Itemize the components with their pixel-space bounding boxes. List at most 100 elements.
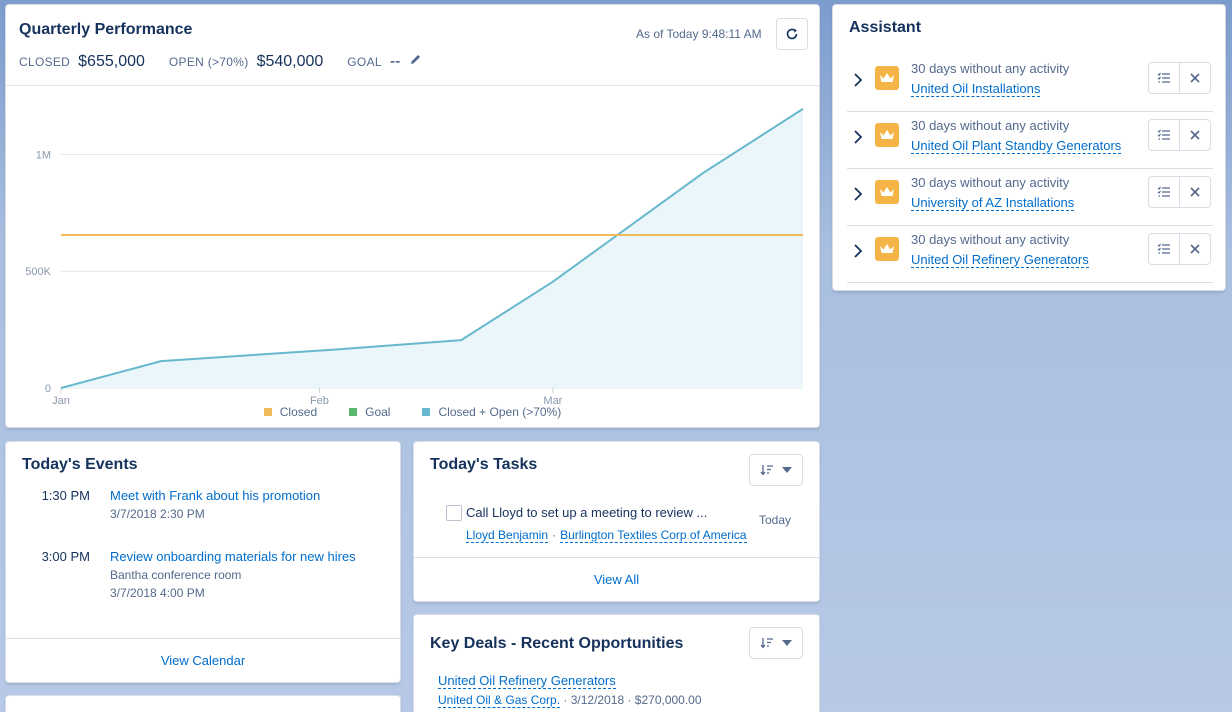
task-checkbox[interactable] (446, 505, 462, 521)
view-calendar-link[interactable]: View Calendar (160, 653, 246, 668)
chart-legend: Closed Goal Closed + Open (>70%) (6, 405, 819, 419)
legend-item: Closed + Open (>70%) (422, 405, 561, 419)
sort-icon (760, 465, 773, 476)
legend-item: Goal (349, 405, 390, 419)
goal-label: GOAL (347, 55, 382, 69)
deals-sort-dropdown[interactable] (749, 627, 803, 659)
dismiss-button[interactable] (1179, 120, 1210, 150)
assistant-item: 30 days without any activity United Oil I… (847, 55, 1213, 112)
metrics-bar: CLOSED $655,000 OPEN (>70%) $540,000 GOA… (19, 53, 422, 71)
assistant-item: 30 days without any activity University o… (847, 169, 1213, 226)
view-all-link[interactable]: View All (593, 572, 640, 587)
chevron-down-icon (782, 640, 792, 646)
event-title-link[interactable]: Meet with Frank about his promotion (110, 488, 321, 503)
chevron-right-icon[interactable] (853, 130, 863, 149)
series-line-closed-open (60, 108, 804, 389)
divider (6, 638, 400, 639)
legend-label: Closed (279, 405, 318, 419)
dismiss-button[interactable] (1179, 63, 1210, 93)
dismiss-button[interactable] (1179, 177, 1210, 207)
separator: · (624, 693, 635, 707)
legend-label: Goal (365, 405, 391, 419)
task-list-icon (1157, 72, 1170, 83)
event-title-link[interactable]: Review onboarding materials for new hire… (110, 549, 356, 564)
separator: · (552, 528, 557, 542)
legend-swatch (422, 408, 431, 416)
assistant-item: 30 days without any activity United Oil P… (847, 112, 1213, 169)
task-account-link[interactable]: Burlington Textiles Corp of America (560, 528, 747, 543)
assistant-item: 30 days without any activity United Oil R… (847, 226, 1213, 283)
chevron-down-icon (782, 467, 792, 473)
next-card (5, 695, 401, 712)
chevron-right-icon[interactable] (853, 244, 863, 263)
deal-title-link[interactable]: United Oil Refinery Generators (438, 673, 616, 689)
open-value: $540,000 (256, 53, 324, 70)
close-icon (1190, 130, 1200, 140)
quarterly-performance-title: Quarterly Performance (19, 21, 193, 38)
chevron-right-icon[interactable] (853, 187, 863, 206)
close-icon (1190, 187, 1200, 197)
chevron-right-icon[interactable] (853, 73, 863, 92)
x-tick-label: Jan (52, 395, 70, 407)
closed-value: $655,000 (78, 53, 145, 70)
assistant-item-text: 30 days without any activity (911, 61, 1070, 76)
refresh-icon (786, 28, 798, 40)
separator: · (563, 693, 571, 707)
event-end-time: 3/7/2018 2:30 PM (110, 507, 205, 521)
assistant-item-link[interactable]: United Oil Plant Standby Generators (911, 138, 1122, 154)
refresh-button[interactable] (776, 18, 808, 50)
x-tick-label: Feb (310, 395, 329, 407)
legend-swatch (349, 408, 358, 416)
edit-goal-button[interactable] (409, 53, 422, 71)
task-list-icon (1157, 129, 1170, 140)
quarterly-chart: 0 500K 1M Jan Feb Mar (25, 108, 804, 407)
assistant-item-link[interactable]: United Oil Refinery Generators (911, 252, 1089, 268)
legend-swatch (263, 408, 272, 416)
divider (414, 557, 819, 558)
as-of-timestamp: As of Today 9:48:11 AM (636, 27, 762, 41)
task-list-icon (1157, 243, 1170, 254)
event-time: 1:30 PM (41, 488, 90, 503)
assistant-item-text: 30 days without any activity (911, 175, 1070, 190)
task-related: Lloyd Benjamin · Burlington Textiles Corp … (466, 528, 747, 543)
dismiss-button[interactable] (1179, 234, 1210, 264)
crown-icon (875, 180, 899, 204)
assistant-title: Assistant (849, 19, 922, 36)
assistant-item-actions (1148, 176, 1211, 208)
task-list-button[interactable] (1149, 120, 1179, 150)
open-label: OPEN (>70%) (168, 55, 249, 69)
legend-label: Closed + Open (>70%) (438, 405, 562, 419)
y-tick-label: 500K (25, 266, 51, 278)
close-icon (1190, 73, 1200, 83)
area-fill-closed-open (61, 108, 803, 389)
task-list-icon (1157, 186, 1170, 197)
task-contact-link[interactable]: Lloyd Benjamin (466, 528, 549, 543)
todays-tasks-card: Today's Tasks Call Lloyd to set up a mee… (413, 441, 820, 602)
assistant-item-actions (1148, 233, 1211, 265)
divider (6, 85, 819, 86)
task-title[interactable]: Call Lloyd to set up a meeting to review… (466, 505, 708, 520)
task-due-date: Today (758, 513, 791, 527)
y-tick-label: 1M (36, 149, 51, 161)
deal-date: 3/12/2018 (570, 693, 625, 707)
deal-account-link[interactable]: United Oil & Gas Corp. (438, 693, 561, 708)
legend-item: Closed (263, 405, 318, 419)
x-tick-label: Mar (543, 395, 562, 407)
assistant-item-text: 30 days without any activity (911, 232, 1070, 247)
tasks-sort-dropdown[interactable] (749, 454, 803, 486)
todays-events-card: Today's Events 1:30 PM Meet with Frank a… (5, 441, 401, 683)
task-list-button[interactable] (1149, 234, 1179, 264)
assistant-item-link[interactable]: University of AZ Installations (911, 195, 1075, 211)
event-end-time: 3/7/2018 4:00 PM (110, 586, 205, 600)
y-tick-label: 0 (45, 383, 51, 395)
assistant-card: Assistant 30 days without any activity Un… (832, 4, 1226, 291)
todays-tasks-title: Today's Tasks (430, 456, 538, 473)
assistant-item-link[interactable]: United Oil Installations (911, 81, 1041, 97)
quarterly-performance-card: Quarterly Performance As of Today 9:48:1… (5, 4, 820, 428)
deal-details: United Oil & Gas Corp. · 3/12/2018 · $27… (438, 693, 702, 708)
task-list-button[interactable] (1149, 177, 1179, 207)
goal-value: -- (389, 53, 401, 70)
task-list-button[interactable] (1149, 63, 1179, 93)
assistant-item-actions (1148, 62, 1211, 94)
key-deals-card: Key Deals - Recent Opportunities United … (413, 614, 820, 712)
